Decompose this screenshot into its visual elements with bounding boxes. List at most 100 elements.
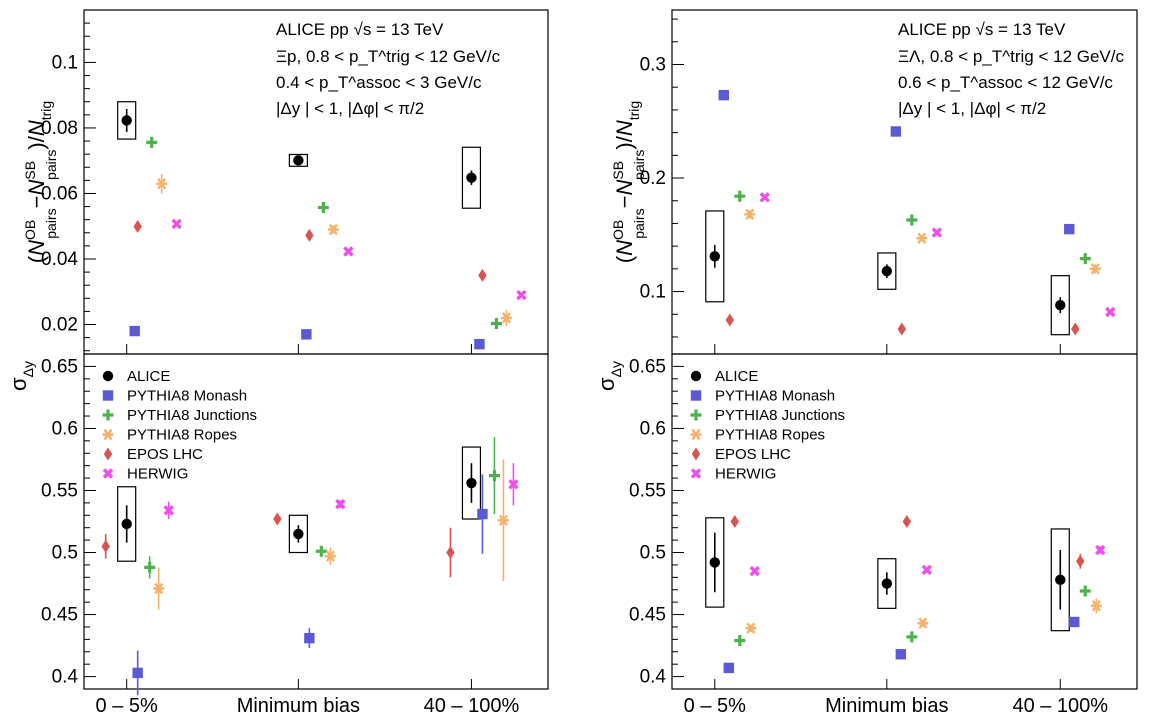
pythia8-monash-marker [1069, 616, 1080, 628]
epos-lhc-marker [691, 447, 701, 461]
pythia8-ropes-marker [324, 550, 336, 562]
alice-marker [881, 265, 893, 277]
epos-lhc-marker [103, 447, 113, 461]
pythia8-junctions-marker [146, 136, 158, 148]
alice-marker [1055, 574, 1066, 586]
pythia8-ropes-marker [153, 582, 165, 595]
y-axis-label: (NOB pairs−NSB pairs)/Ntrig [610, 101, 647, 263]
pythia8-junctions-marker [144, 561, 156, 573]
pythia8-monash-marker [129, 325, 140, 337]
alice-systematic-box [705, 210, 725, 303]
x-category-label: 40 – 100% [424, 695, 520, 717]
y-tick-label: 0.6 [640, 418, 666, 439]
series-pythia8-junctions [146, 136, 502, 330]
series-alice [705, 210, 1070, 336]
alice-marker [709, 557, 720, 568]
pythia8-junctions-marker [488, 470, 500, 482]
alice-marker [690, 370, 702, 382]
pythia8-ropes-marker [1089, 263, 1101, 275]
panel-xi-p-width: 0.4 0.45 0.5 0.55 0.6 0.65 0 – 5% Minimum bias 4… [41, 353, 549, 717]
legend-label: EPOS LHC [127, 446, 203, 463]
y-tick-label: 0.4 [52, 667, 79, 688]
alice-marker [1055, 299, 1066, 311]
y-tick-label: 0.1 [52, 52, 78, 73]
pythia8-ropes-marker [917, 617, 929, 629]
panel-xi-p-yield: 0.02 0.04 0.06 0.08 0.1 ALICE pp √s = 13 TeV Ξ… [41, 9, 549, 355]
pythia8-ropes-marker [745, 622, 757, 634]
pythia8-ropes-marker [327, 223, 339, 236]
series-epos-lhc [101, 512, 455, 578]
y-tick-label: 0.02 [41, 315, 78, 336]
legend-label: ALICE [127, 368, 170, 385]
pythia8-junctions-marker [490, 318, 502, 330]
pythia8-ropes-marker [102, 428, 114, 441]
pythia8-ropes-marker [690, 428, 702, 441]
legend: ALICE PYTHIA8 Monash PYTHIA8 Junctions PYTH… [690, 368, 845, 483]
alice-marker [293, 155, 304, 166]
plot-frame [671, 353, 1138, 690]
x-category-label: 0 – 5% [684, 695, 746, 717]
alice-systematic-box [461, 146, 482, 209]
y-axis-label: (NOB pairs−NSB pairs)/Ntrig [22, 101, 59, 263]
series-herwig [171, 218, 527, 301]
y-axis-label: σΔy [594, 361, 624, 391]
y-tick-label: 0.55 [41, 480, 78, 501]
epos-lhc-marker [1071, 322, 1080, 336]
annotation-block: ALICE pp √s = 13 TeV Ξp, 0.8 < p_T^trig <… [276, 20, 501, 118]
pythia8-monash-marker [301, 329, 312, 340]
legend-label: HERWIG [715, 466, 776, 483]
alice-marker [466, 172, 477, 183]
pythia8-monash-marker [102, 390, 114, 401]
y-axis-label: σΔy [6, 361, 36, 391]
herwig-marker [102, 468, 114, 479]
series-herwig [163, 463, 519, 520]
alice-systematic-box [461, 446, 482, 520]
alice-systematic-box [705, 517, 725, 608]
herwig-marker [921, 564, 933, 576]
alice-marker [102, 370, 114, 382]
herwig-marker [759, 192, 770, 203]
annotation-line: Ξp, 0.8 < p_T^trig < 12 GeV/c [276, 47, 501, 66]
series-pythia8-monash [718, 89, 1075, 235]
pythia8-junctions-marker [1079, 585, 1091, 597]
epos-lhc-marker [730, 515, 739, 528]
series-herwig [759, 192, 1116, 318]
pythia8-junctions-marker [690, 409, 702, 421]
legend-label: PYTHIA8 Ropes [127, 427, 237, 444]
alice-systematic-box [288, 153, 308, 167]
annotation-block: ALICE pp √s = 13 TeV ΞΛ, 0.8 < p_T^trig <… [898, 20, 1124, 118]
annotation-line: |Δy | < 1, |Δφ| < π/2 [898, 99, 1046, 118]
pythia8-monash-marker [895, 649, 907, 660]
series-pythia8-junctions [734, 585, 1091, 647]
alice-marker [466, 477, 477, 489]
pythia8-ropes-marker [156, 177, 168, 190]
alice-systematic-box [1050, 275, 1070, 336]
herwig-marker [163, 505, 174, 516]
y-tick-label: 0.3 [640, 54, 666, 75]
series-pythia8-ropes [745, 598, 1102, 634]
legend-label: PYTHIA8 Monash [127, 388, 247, 405]
series-pythia8-junctions [734, 190, 1091, 265]
herwig-marker [343, 246, 354, 257]
pythia8-junctions-marker [734, 190, 746, 202]
x-category-label: Minimum bias [825, 695, 948, 717]
epos-lhc-marker [133, 220, 142, 234]
alice-marker [293, 528, 304, 540]
alice-systematic-box [1050, 528, 1070, 632]
epos-lhc-marker [101, 539, 110, 553]
alice-marker [709, 251, 720, 262]
series-pythia8-ropes [153, 459, 509, 610]
series-pythia8-ropes [156, 173, 512, 327]
y-tick-label: 0.06 [41, 183, 78, 204]
epos-lhc-marker [897, 322, 907, 336]
series-epos-lhc [730, 515, 1085, 569]
herwig-marker [1105, 306, 1116, 318]
y-tick-label: 0.65 [41, 356, 78, 377]
pythia8-junctions-marker [906, 214, 918, 226]
pythia8-ropes-marker [744, 208, 756, 221]
legend-label: PYTHIA8 Ropes [715, 427, 825, 444]
y-tick-label: 0.65 [629, 356, 666, 377]
pythia8-ropes-marker [1090, 600, 1102, 612]
annotation-line: ALICE pp √s = 13 TeV [276, 20, 444, 39]
